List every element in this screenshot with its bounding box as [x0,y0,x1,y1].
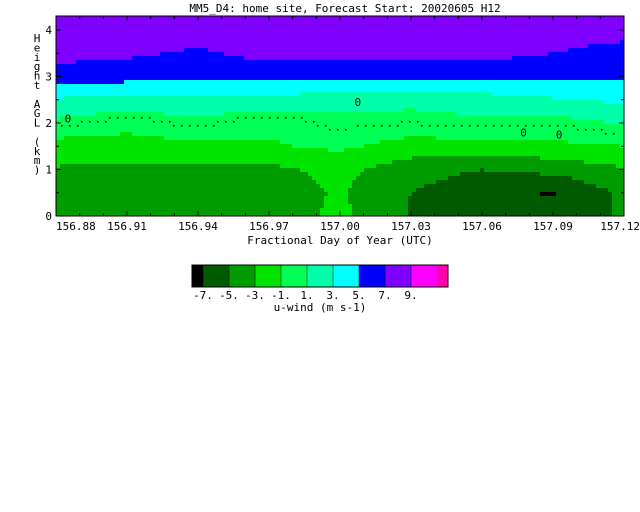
contour-label: 0 [65,112,72,125]
colorbar-swatch [255,265,282,287]
colorbar-tick-label: 3. [326,289,339,302]
colorbar-label: u-wind (m s-1) [274,301,367,314]
colorbar-swatch [411,265,438,287]
colorbar-tick-label: 7. [378,289,391,302]
y-axis-title-char: A [34,98,41,111]
y-tick-label: 4 [45,24,52,37]
colorbar-swatch [333,265,360,287]
colorbar-swatch [437,265,449,287]
colorbar-tick-label: -1. [271,289,291,302]
x-axis: 156.88 156.91 156.94 156.97 157.00 157.03 157.… [55,16,640,233]
y-axis-title-char: i [34,51,41,64]
y-axis-title-char: h [34,70,41,83]
y-axis-title-char: G [34,107,41,120]
colorbar-swatch [359,265,386,287]
x-tick-label: 156.88 [56,220,96,233]
y-axis-title-char: g [34,60,41,73]
colorbar-swatch [192,265,204,287]
y-tick-label: 1 [45,163,52,176]
colorbar-swatch [203,265,230,287]
y-axis-title-char: k [34,145,41,158]
contour-label: 0 [520,126,527,139]
colorbar-swatch [385,265,412,287]
colorbar-tick-label: -3. [245,289,265,302]
x-tick-label: 157.03 [391,220,431,233]
contour-label: 0 [556,129,563,142]
colorbar-tick-label: 9. [404,289,417,302]
colorbar-tick-label: 1. [300,289,313,302]
colorbar-swatch [281,265,308,287]
colorbar: -7. -5. -3. -1. 1. 3. 5. 7. 9. [191,264,449,302]
x-tick-label: 157.00 [320,220,360,233]
heatmap-field [56,16,624,216]
zero-contour: 0 0 0 0 [61,96,615,142]
colorbar-swatch [229,265,256,287]
y-axis: 0 1 2 3 4 [45,24,624,223]
x-axis-title: Fractional Day of Year (UTC) [247,234,432,247]
y-tick-label: 3 [45,70,52,83]
y-axis-title-char: t [34,79,41,92]
x-tick-label: 156.94 [178,220,218,233]
colorbar-swatch [307,265,334,287]
x-tick-label: 157.09 [533,220,573,233]
colorbar-tick-label: -7. [193,289,213,302]
colorbar-tick-label: -5. [219,289,239,302]
y-axis-title-char: e [34,41,41,54]
colorbar-frame [191,264,449,288]
y-axis-title-char: H [34,32,41,45]
chart-title: MM5_D4: home site, Forecast Start: 20020… [189,2,500,15]
y-axis-title-char: ) [34,164,41,177]
x-tick-label: 157.12 [600,220,640,233]
y-axis-title-char: L [34,117,41,130]
x-tick-label: 156.91 [107,220,147,233]
x-tick-label: 157.06 [462,220,502,233]
x-tick-label: 156.97 [249,220,289,233]
y-tick-label: 0 [45,210,52,223]
y-tick-label: 2 [45,117,52,130]
colorbar-tick-label: 5. [352,289,365,302]
y-axis-title-char: m [34,154,41,167]
contour-label: 0 [355,96,362,109]
y-axis-title-char: ( [34,135,41,148]
